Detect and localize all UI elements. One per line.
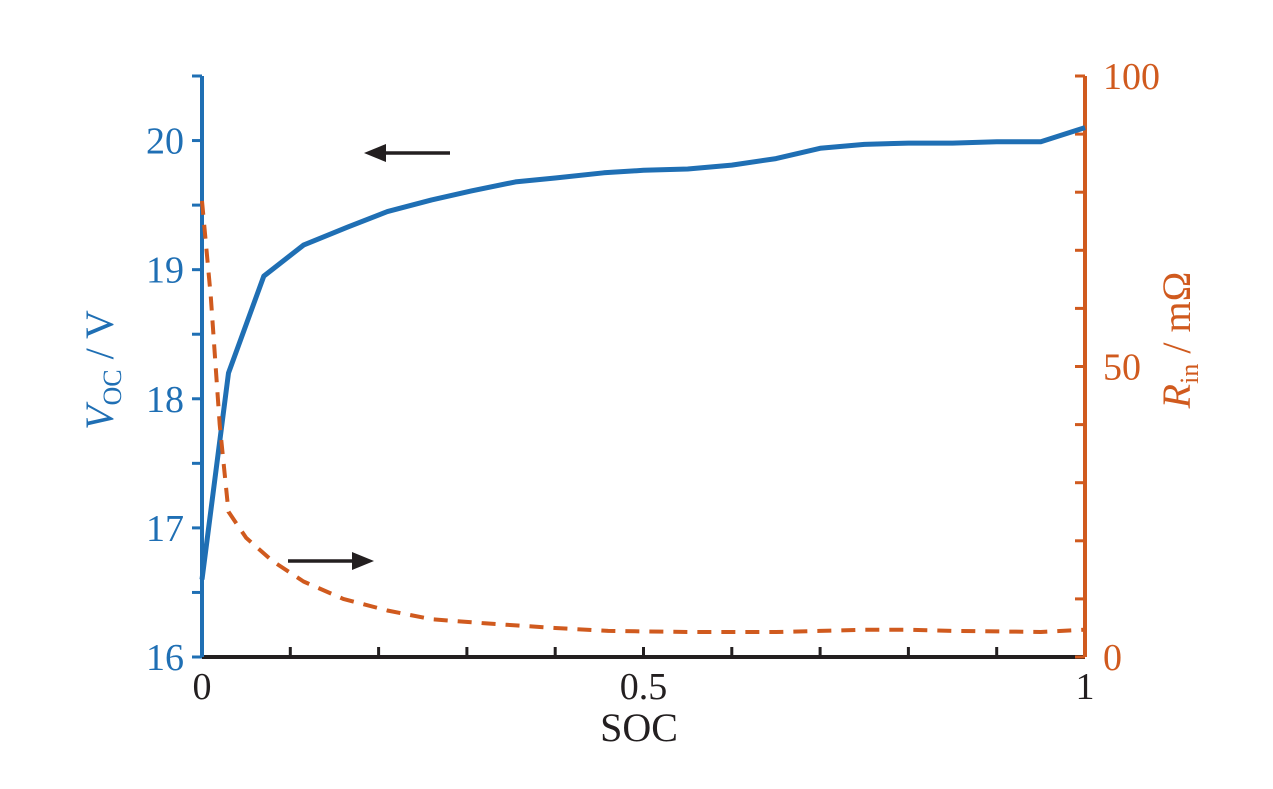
x-axis-label: SOC [600,705,678,750]
right-axis-label-unit: / mΩ [1154,272,1199,364]
right-axis-label: Rin / mΩ [1154,272,1204,410]
left-y-tick-label: 20 [146,121,184,163]
right-axis-label-main: R [1154,384,1199,409]
right-axis-label-sub: in [1175,364,1204,384]
left-y-tick-label: 18 [146,379,184,421]
arrow-right-annotation [288,552,374,570]
right-y-tick-label: 100 [1103,56,1160,98]
left-axis-label: VOC / V [77,310,127,430]
left-axis-label-unit: / V [77,310,122,369]
voc-series-line [199,125,1086,580]
left-axis-label-sub: OC [98,369,127,405]
left-axis-label-main: V [77,401,122,430]
x-tick-label: 0 [193,666,212,708]
rin-series-line [200,200,1086,634]
left-y-tick-label: 17 [146,508,184,550]
series-layer [199,125,1086,634]
annotations-layer [288,144,450,570]
right-y-tick-label: 0 [1103,637,1122,679]
left-y-tick-label: 19 [146,250,184,292]
right-y-tick-label: 50 [1103,347,1141,389]
left-y-tick-label: 16 [146,637,184,679]
labels-layer: SOC VOC / V Rin / mΩ [77,272,1204,750]
axes-layer: 0 0.5 1 16 17 18 19 20 0 50 100 [146,56,1160,708]
x-tick-label: 1 [1076,666,1095,708]
x-tick-label: 0.5 [620,666,668,708]
arrow-left-annotation [364,144,450,162]
